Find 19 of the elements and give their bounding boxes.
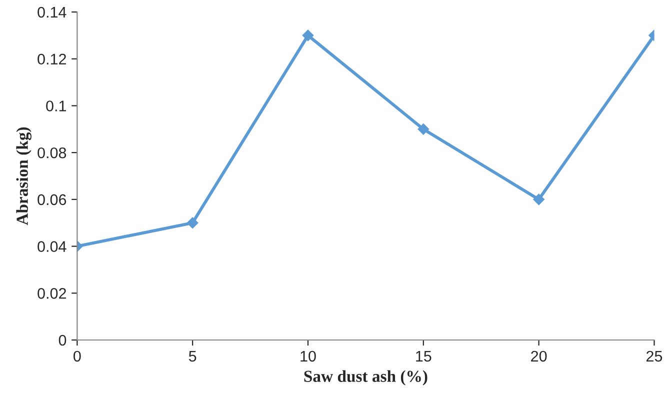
y-tick-label: 0.1 — [46, 100, 66, 112]
y-tick-label: 0.04 — [38, 241, 66, 252]
point — [302, 30, 314, 42]
point — [418, 124, 430, 135]
y-axis-title: Abrasion (kg) — [16, 127, 32, 226]
y-tick-label: 0.08 — [38, 147, 66, 158]
x-tick-label: 25 — [646, 350, 662, 362]
y-tick-label: 0.02 — [38, 288, 66, 299]
x-tick-label: 20 — [531, 350, 547, 362]
x-tick-label: 0 — [74, 350, 81, 362]
y-tick-label: 0.06 — [38, 194, 66, 206]
y-tick-label: 0.12 — [38, 54, 66, 65]
point — [533, 194, 544, 206]
x-tick-label: 15 — [416, 350, 432, 362]
y-tick-label: 0.14 — [38, 6, 66, 18]
x-tick-label: 5 — [188, 350, 196, 362]
x-axis-title: Saw dust ash (%) — [304, 370, 428, 386]
y-tick-label: 0 — [58, 334, 66, 346]
x-tick-label: 10 — [300, 350, 316, 362]
